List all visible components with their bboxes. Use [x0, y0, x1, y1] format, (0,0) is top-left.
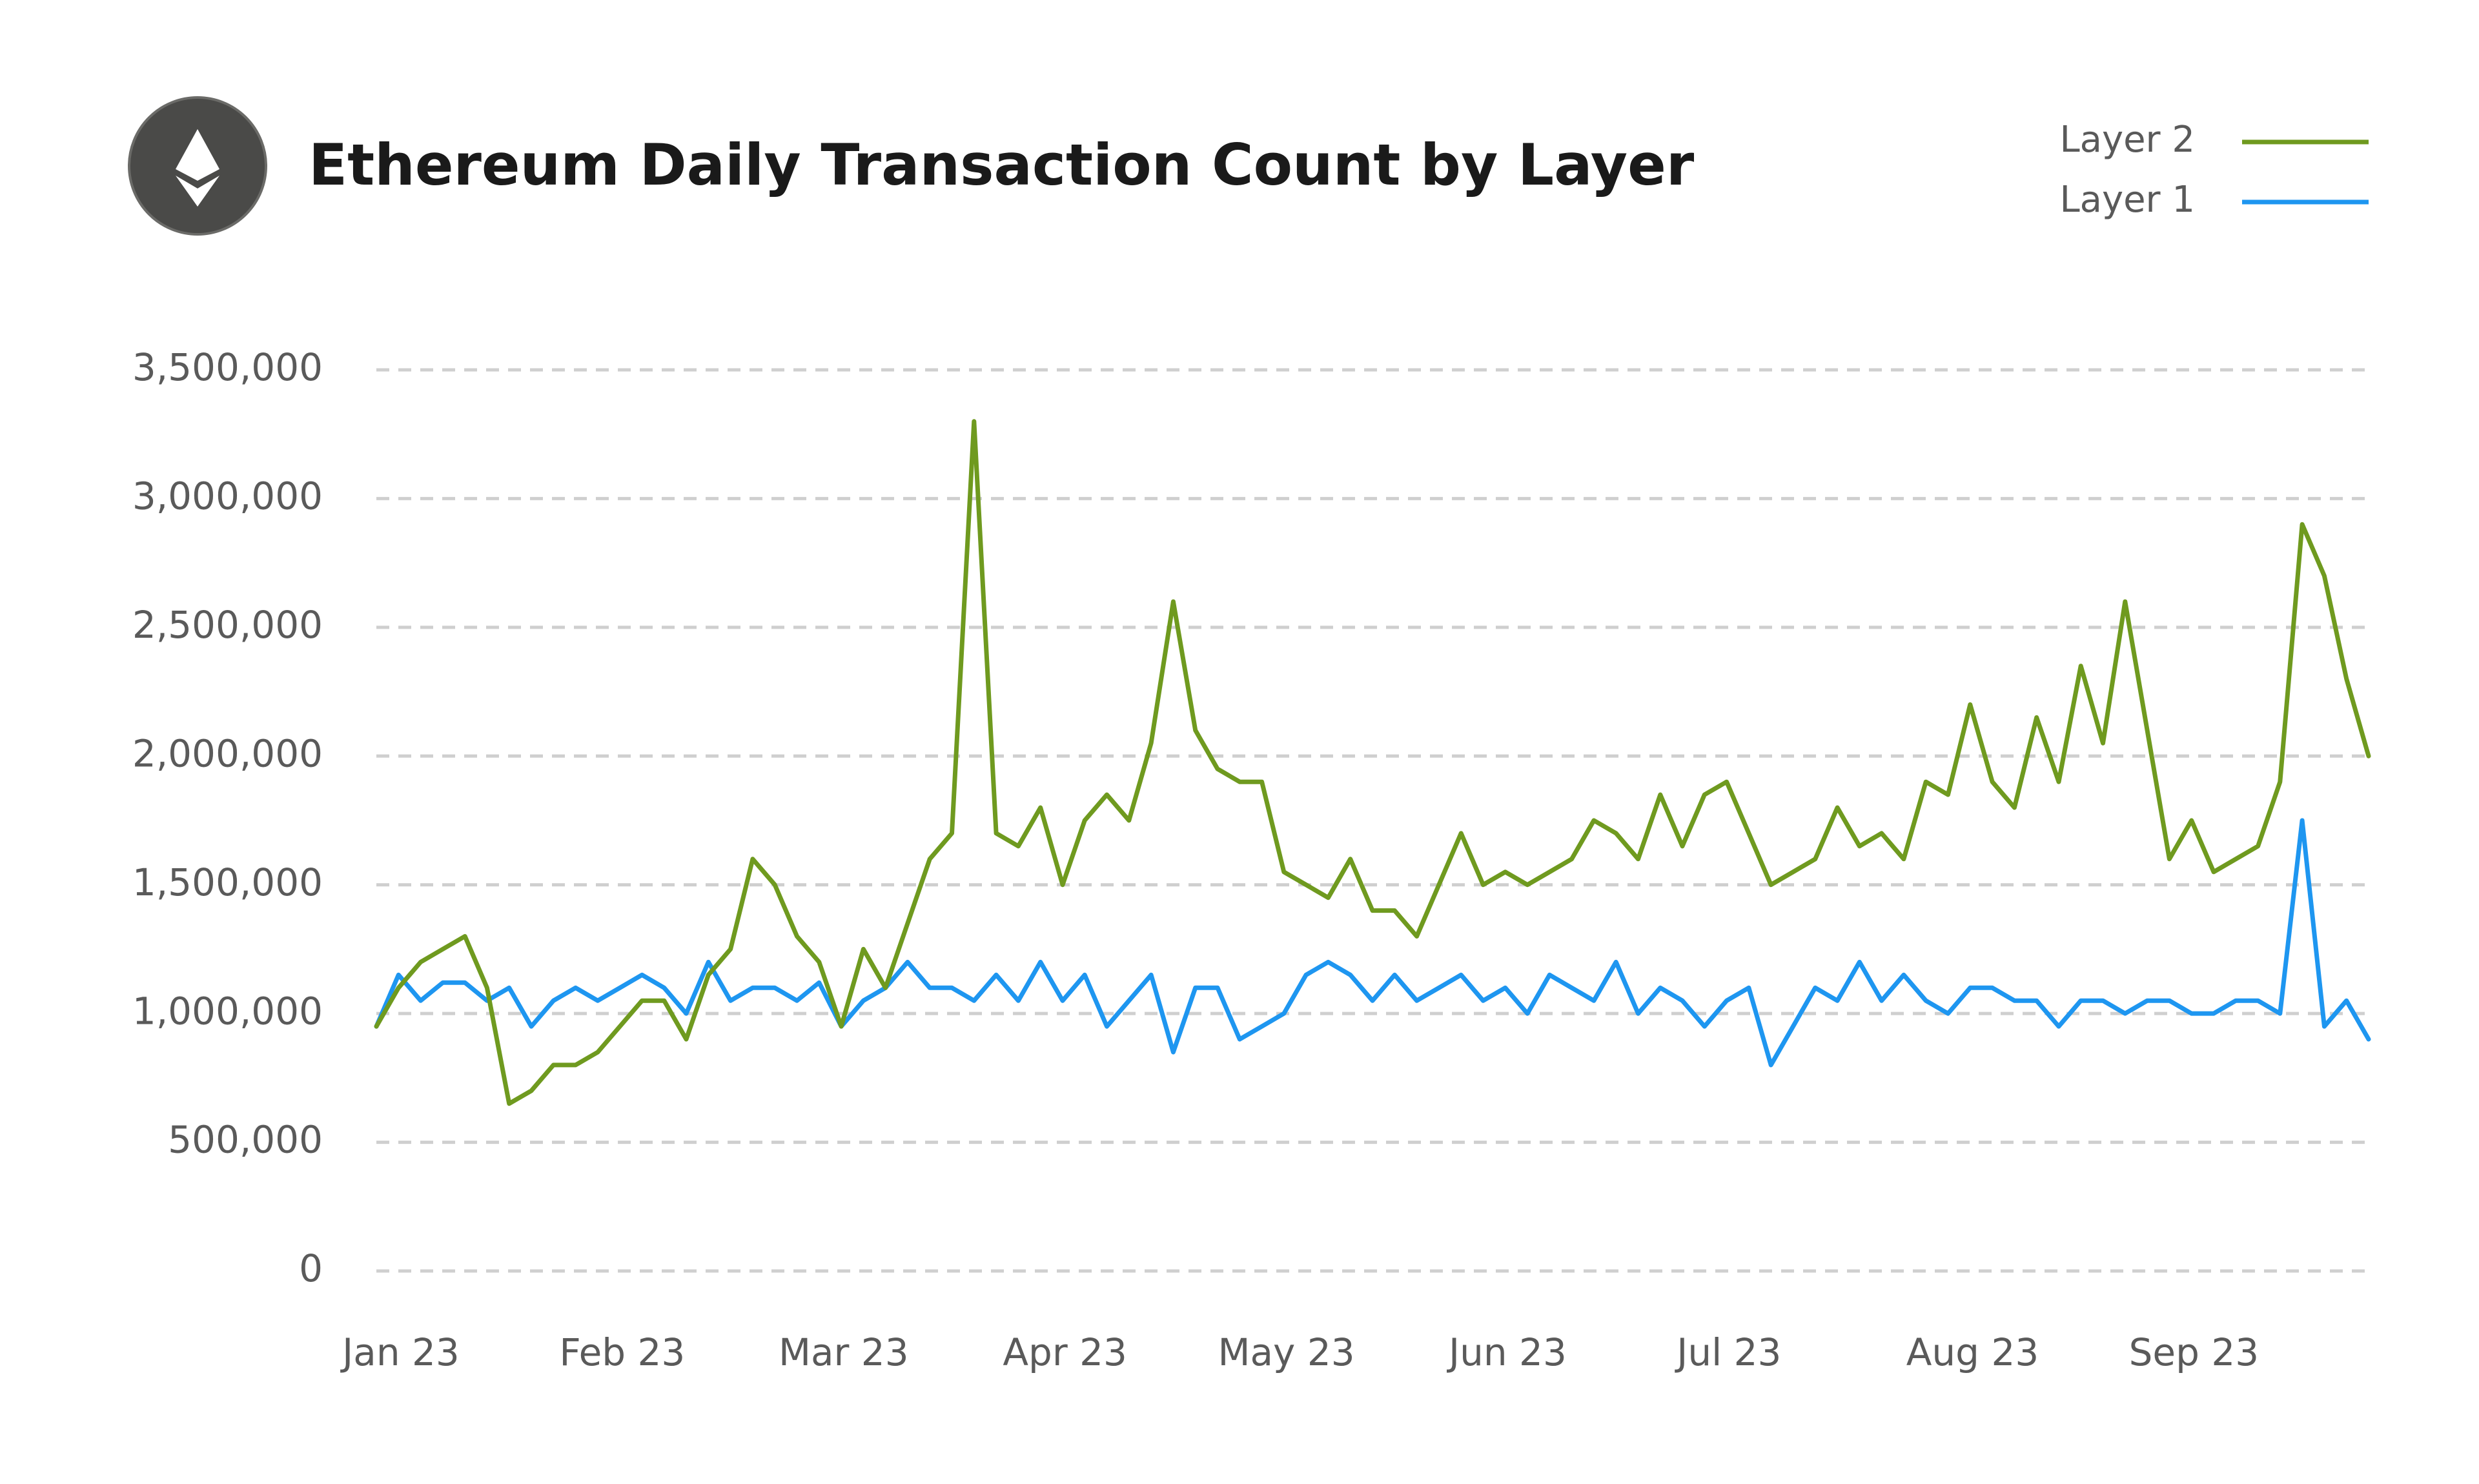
x-tick-label: Jul 23	[1675, 1330, 1781, 1374]
x-tick-label: Apr 23	[1003, 1330, 1127, 1374]
x-tick-label: May 23	[1218, 1330, 1354, 1374]
y-tick-label: 0	[299, 1246, 323, 1290]
x-tick-label: Mar 23	[779, 1330, 909, 1374]
y-tick-label: 3,500,000	[132, 345, 323, 389]
chart-title: Ethereum Daily Transaction Count by Laye…	[309, 132, 1695, 198]
logo	[128, 96, 267, 236]
x-tick-label: Feb 23	[559, 1330, 685, 1374]
x-tick-label: Jun 23	[1447, 1330, 1567, 1374]
legend-label: Layer 2	[2059, 119, 2195, 161]
x-tick-label: Jan 23	[340, 1330, 460, 1374]
y-tick-label: 2,500,000	[132, 603, 323, 647]
y-tick-label: 3,000,000	[132, 474, 323, 518]
y-tick-label: 1,500,000	[132, 860, 323, 904]
series-line	[374, 419, 2371, 1106]
y-tick-label: 500,000	[168, 1118, 323, 1162]
x-tick-label: Aug 23	[1906, 1330, 2039, 1374]
legend-label: Layer 1	[2059, 179, 2195, 221]
y-tick-label: 1,000,000	[132, 989, 323, 1033]
y-tick-label: 2,000,000	[132, 731, 323, 775]
series-line	[374, 818, 2371, 1068]
x-tick-label: Sep 23	[2129, 1330, 2260, 1374]
logo-diamond-bottom	[176, 176, 219, 207]
logo-diamond-top	[176, 129, 219, 181]
